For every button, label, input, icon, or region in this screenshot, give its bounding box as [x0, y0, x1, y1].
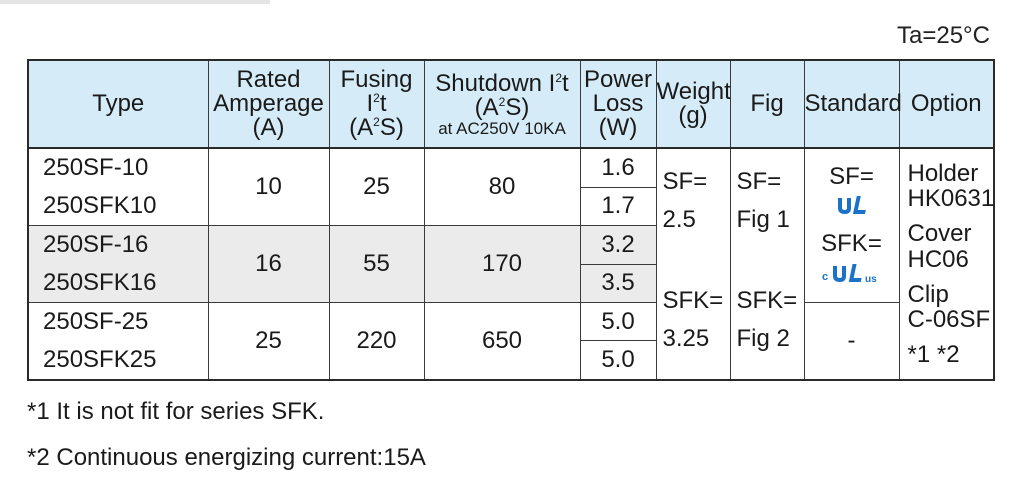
cul-us-icon: c us	[821, 262, 883, 293]
option-cell: Holder HK0631 Cover HC06 Clip C-06SF *1 …	[898, 147, 995, 381]
ul-recognized-icon	[835, 195, 869, 224]
footnote-1: *1 It is not fit for series SFK.	[27, 398, 325, 425]
rated-cell: 25	[207, 302, 330, 381]
power-loss-cell: 1.7	[579, 186, 657, 226]
shutdown-cell: 80	[423, 147, 581, 226]
header-standard: Standard	[803, 59, 902, 149]
table-row: 250SF-25 250SFK25 25 220 650 5.0 -	[27, 301, 994, 381]
table-row: 1.7	[28, 186, 994, 226]
standard-cell: SF= SFK= c us	[803, 147, 900, 303]
weight-cell: SF= 2.5 SFK= 3.25	[655, 147, 731, 381]
shutdown-cell: 170	[423, 225, 581, 303]
power-loss-cell: 3.5	[579, 263, 657, 303]
type-cell: 250SF-16 250SFK16	[27, 225, 209, 303]
table-row: 5.0	[28, 340, 994, 381]
fusing-cell: 220	[328, 302, 425, 381]
header-type: Type	[27, 59, 209, 149]
fusing-cell: 25	[328, 147, 425, 226]
header-option: Option	[898, 59, 995, 149]
header-fusing: Fusing I2t (A2S)	[328, 59, 425, 149]
header-weight: Weight (g)	[655, 59, 731, 149]
table-row: 250SF-10 250SFK10 10 25 80 1.6 SF= 2.5 SF…	[27, 147, 995, 381]
footnote-2: *2 Continuous energizing current:15A	[27, 444, 426, 471]
svg-text:us: us	[865, 274, 877, 285]
fusing-cell: 55	[328, 225, 425, 303]
header-fig: Fig	[729, 59, 805, 149]
header-row: Type Rated Amperage (A) Fusing I2t (A2S) S…	[27, 59, 995, 149]
header-power-loss: Power Loss (W)	[579, 59, 657, 149]
power-loss-cell: 5.0	[579, 301, 657, 342]
rated-cell: 16	[207, 225, 330, 303]
fig-cell: SF= Fig 1 SFK= Fig 2	[729, 147, 805, 381]
type-cell: 250SF-10 250SFK10	[27, 147, 209, 226]
power-loss-cell: 1.6	[579, 147, 657, 188]
shutdown-cell: 650	[423, 302, 581, 381]
type-cell: 250SF-25 250SFK25	[27, 302, 209, 381]
svg-text:c: c	[822, 271, 828, 283]
header-rated-amperage: Rated Amperage (A)	[207, 59, 330, 149]
table-row: 3.5	[28, 263, 994, 303]
rated-cell: 10	[207, 147, 330, 226]
standard-none-cell: -	[803, 302, 900, 381]
fuse-spec-table: Type Rated Amperage (A) Fusing I2t (A2S) S…	[27, 59, 995, 381]
table-row: 250SF-16 250SFK16 16 55 170 3.2	[27, 225, 994, 303]
power-loss-cell: 5.0	[579, 340, 657, 381]
header-shutdown: Shutdown I2t (A2S) at AC250V 10KA	[423, 59, 581, 149]
top-decor-line	[0, 0, 270, 4]
power-loss-cell: 3.2	[579, 225, 657, 265]
ambient-temperature: Ta=25°C	[897, 22, 990, 49]
